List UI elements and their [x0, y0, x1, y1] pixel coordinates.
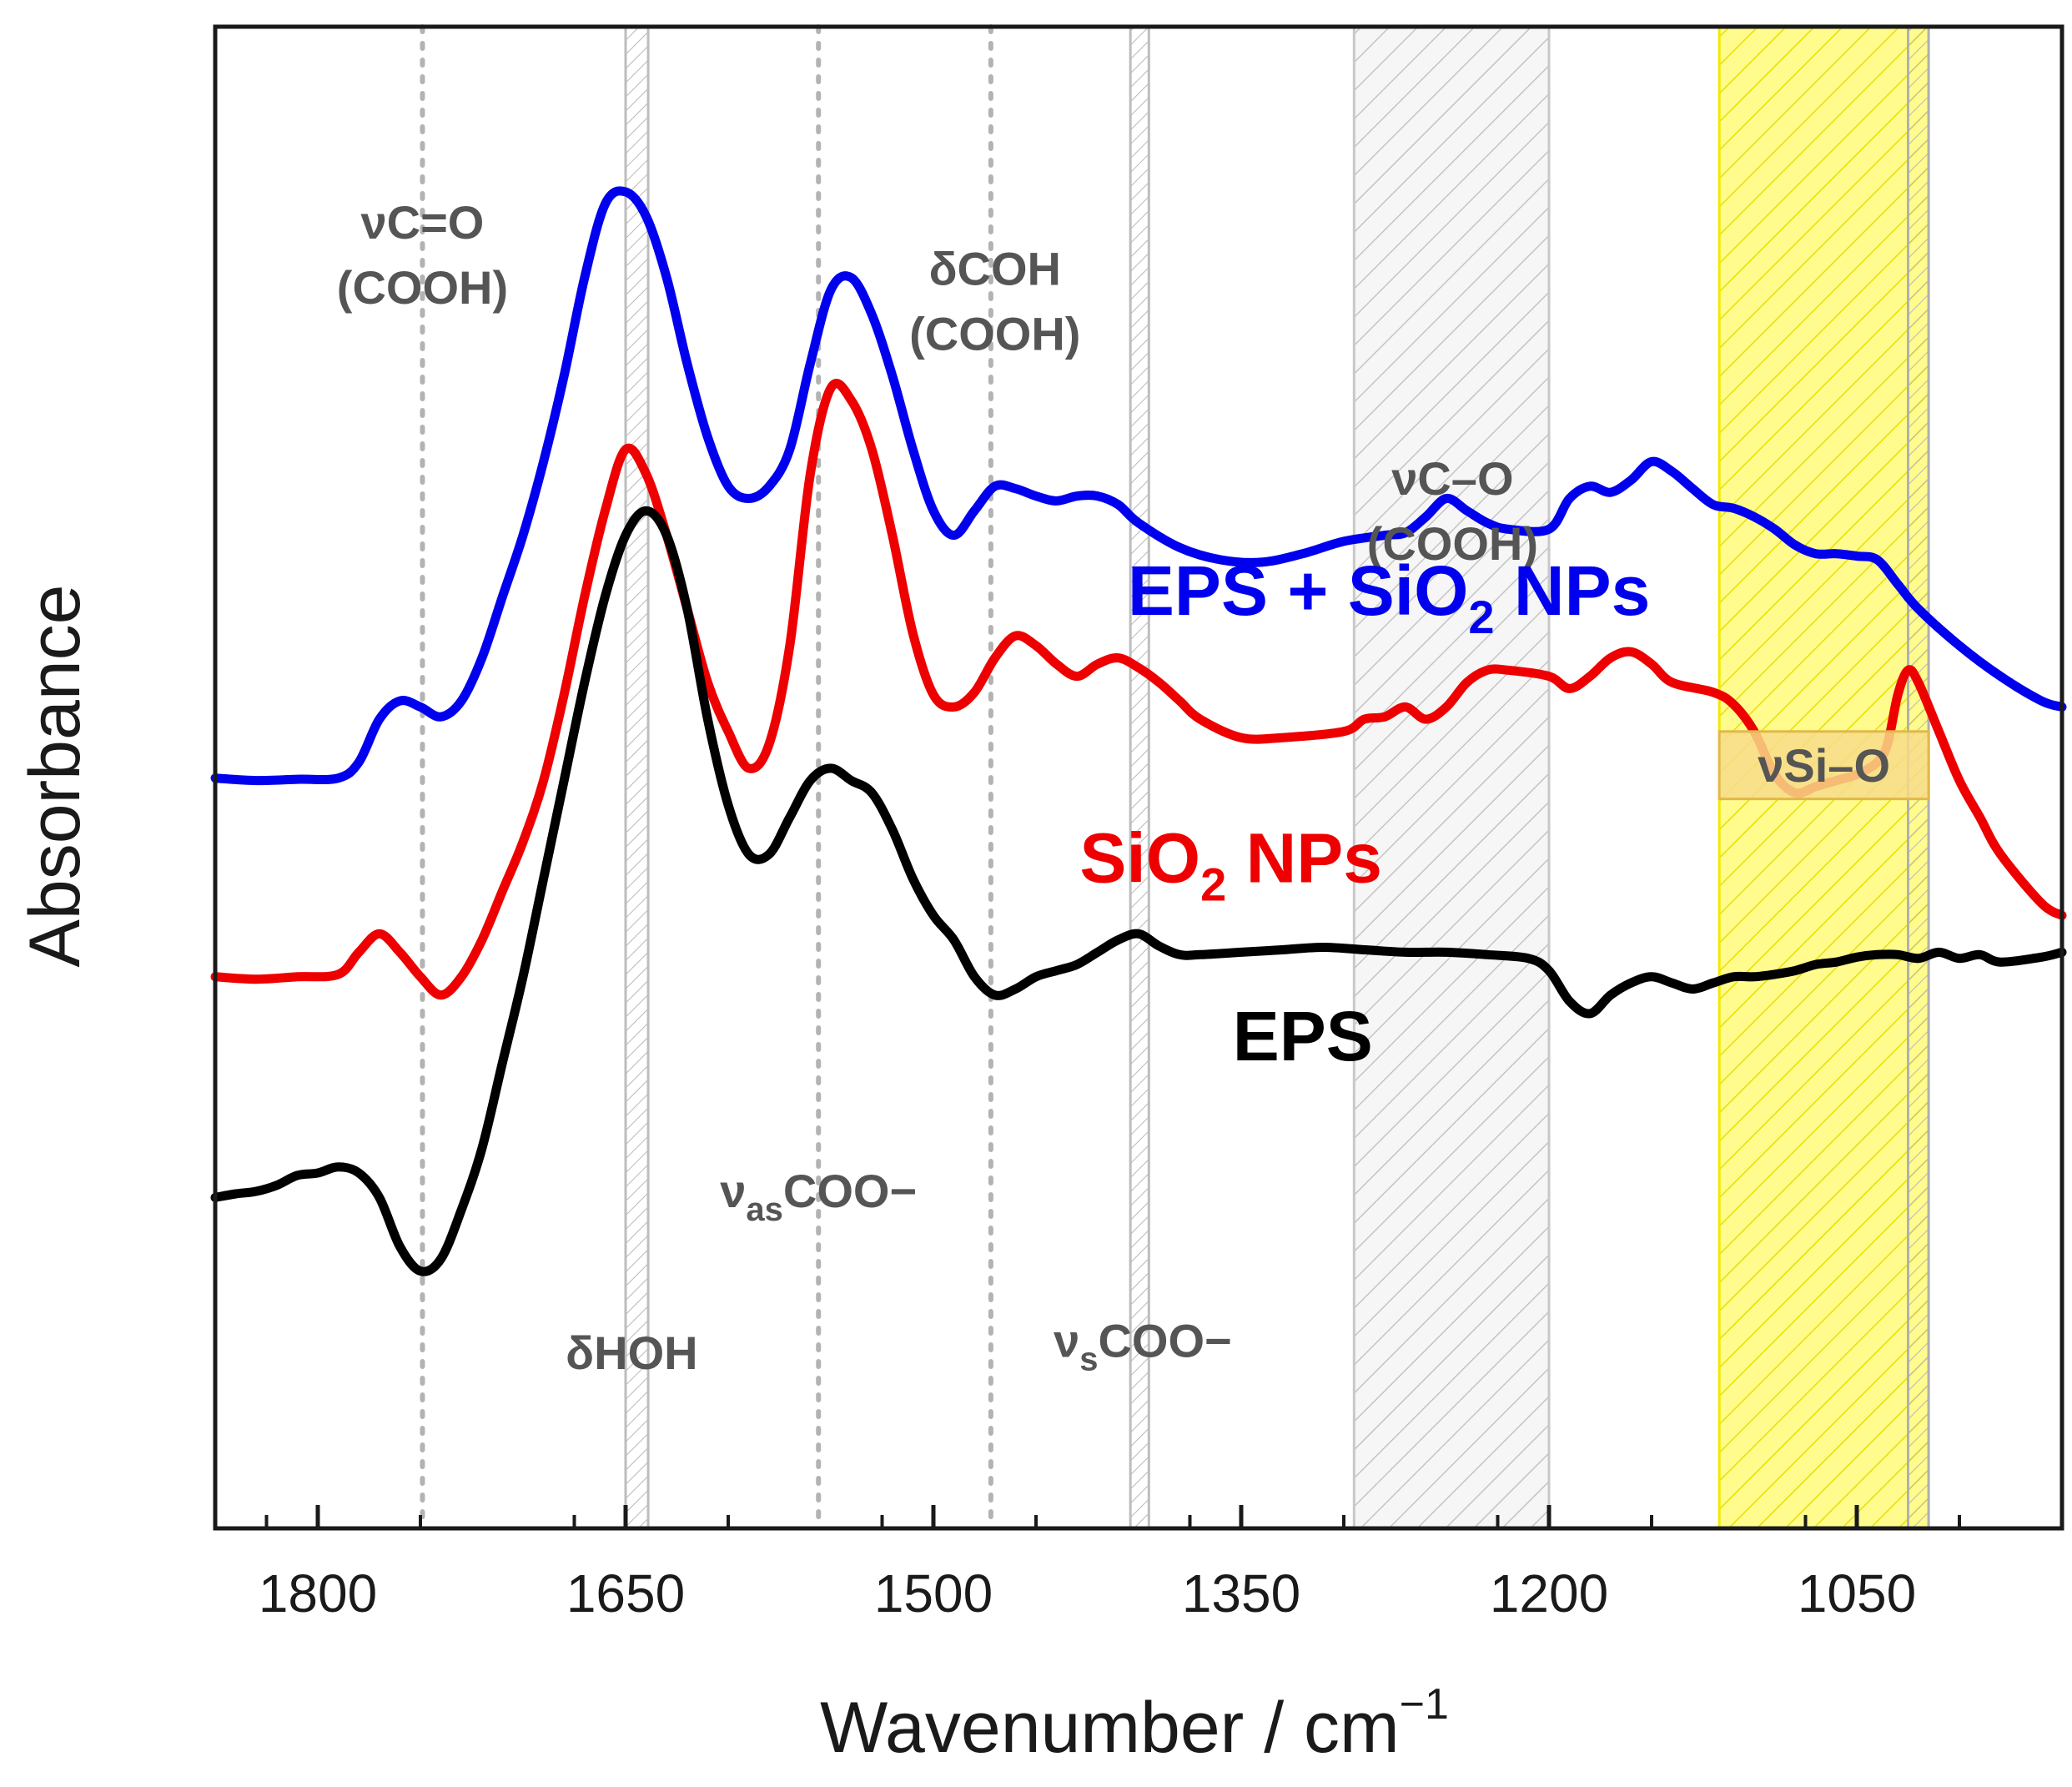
plot-frame — [213, 24, 2064, 1531]
x-tick-label-1800: 1800 — [259, 1563, 377, 1623]
shaded-band-0 — [624, 25, 650, 1530]
annotation-line: (COOH) — [909, 308, 1080, 360]
annotation-line: (COOH) — [337, 261, 508, 314]
x-tick-label-1500: 1500 — [874, 1563, 993, 1623]
si-o-label: νSi–O — [1758, 739, 1890, 792]
band-hatch — [624, 25, 650, 1530]
band-hatch — [1129, 25, 1150, 1530]
x-axis-title: Wavenumber / cm−1 — [820, 1680, 1449, 1768]
series-label-main: SiO — [1079, 819, 1200, 898]
series-label-0: EPS + SiO2 NPs — [1128, 551, 1650, 643]
annotation-tail: COO− — [783, 1165, 917, 1217]
band-hatch — [1352, 25, 1551, 1530]
x-tick-label-1200: 1200 — [1490, 1563, 1608, 1623]
series-label-sub: 2 — [1200, 858, 1226, 911]
x-axis-ticks: 1800 1650 1500 1350 1200 1050 — [259, 1505, 1961, 1623]
x-axis-title-text: Wavenumber / cm — [820, 1688, 1400, 1768]
annotation-symbol: ν — [720, 1165, 746, 1217]
series-line-2 — [210, 506, 2067, 1276]
annotation-dhoh: δHOH — [566, 1326, 697, 1379]
annotation-line: δHOH — [566, 1326, 697, 1379]
x-tick-label-1050: 1050 — [1798, 1563, 1916, 1623]
series-label-2: EPS — [1233, 997, 1373, 1075]
y-axis-title: Absorbance — [15, 585, 95, 968]
series-label-tail: NPs — [1226, 819, 1382, 898]
band-annotations: νC=O (COOH) δCOH (COOH)νC–O (COOH)δHOHνasCOO… — [337, 196, 1930, 1379]
annotation-sub: as — [746, 1191, 783, 1228]
series-label-main: EPS + SiO — [1128, 551, 1469, 630]
shaded-band-2 — [1352, 25, 1551, 1530]
series-label-main: EPS — [1233, 997, 1373, 1075]
series-line-0 — [210, 186, 2067, 786]
annotation-sub: s — [1079, 1342, 1098, 1378]
series-label-tail: NPs — [1495, 551, 1651, 630]
dashed-reference-lines — [420, 24, 993, 1531]
annotation-line: νC=O — [361, 196, 485, 249]
x-tick-label-1350: 1350 — [1182, 1563, 1300, 1623]
annotation-symbol: ν — [1054, 1315, 1079, 1367]
annotation-vasCOO: νasCOO− — [720, 1165, 917, 1228]
annotation-vsCOO: νsCOO− — [1054, 1315, 1232, 1378]
annotation-vco2: νC–O (COOH) — [1367, 452, 1538, 570]
annotation-dcoh: δCOH (COOH) — [909, 243, 1080, 360]
annotation-vco: νC=O (COOH) — [337, 196, 508, 314]
shaded-band-1 — [1129, 25, 1150, 1530]
annotation-tail: COO− — [1098, 1315, 1231, 1367]
annotation-line: δCOH — [929, 243, 1061, 295]
annotation-line: (COOH) — [1367, 517, 1538, 570]
x-axis-title-sup: −1 — [1400, 1680, 1449, 1729]
si-o-label-box — [1717, 730, 1930, 801]
series-label-1: SiO2 NPs — [1079, 819, 1382, 911]
annotation-line: νC–O — [1391, 452, 1513, 505]
series-label-sub: 2 — [1468, 591, 1494, 643]
x-tick-label-1650: 1650 — [566, 1563, 685, 1623]
